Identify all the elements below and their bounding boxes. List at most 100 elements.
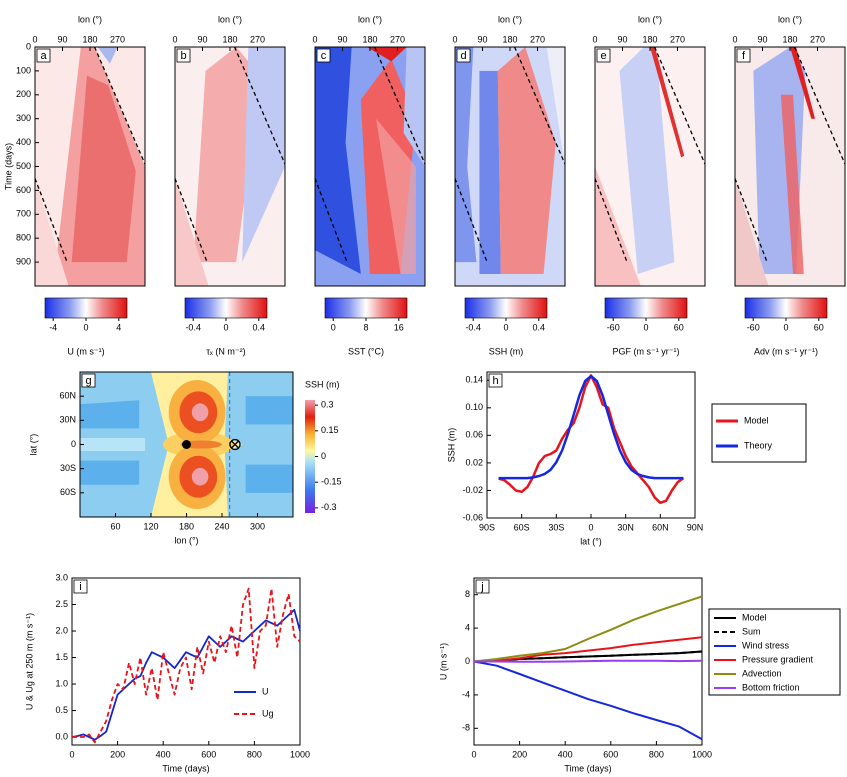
y-tick-label: 2.0 — [55, 625, 68, 635]
field-shade — [366, 47, 407, 62]
y-tick-label: 0 — [71, 439, 76, 449]
legend-label: Ug — [262, 708, 274, 718]
x-tick-label: 90 — [757, 34, 767, 44]
x-tick-label: 120 — [143, 521, 158, 531]
x-tick-label: 270 — [390, 34, 405, 44]
colorbar-tick-label: 4 — [116, 322, 121, 332]
y-axis-label: SSH (m) — [446, 428, 456, 463]
x-tick-label: 800 — [649, 749, 664, 759]
field-shade — [80, 438, 146, 451]
y-axis-label: Time (days) — [3, 143, 13, 190]
x-tick-label: 0 — [312, 34, 317, 44]
colorbar-tick-label: 0.3 — [321, 400, 334, 410]
x-tick-label: 180 — [502, 34, 517, 44]
colorbar-label: Adv (m s⁻¹ yr⁻¹) — [754, 346, 818, 356]
y-tick-label: 1.0 — [55, 678, 68, 688]
field-shade — [619, 47, 675, 275]
y-tick-label: 300 — [16, 113, 31, 123]
legend-box — [708, 608, 841, 696]
x-tick-label: 0 — [452, 34, 457, 44]
colorbar-tick-label: -0.4 — [465, 322, 481, 332]
marker-cross — [229, 438, 241, 451]
panel-label-box — [736, 48, 751, 63]
colorbar-label: SST (°C) — [348, 346, 384, 356]
marker-dot — [182, 440, 191, 449]
x-axis-label: lon (°) — [778, 14, 802, 24]
y-tick-label: 30N — [59, 415, 76, 425]
panel-label: g — [85, 375, 91, 387]
colorbar — [184, 297, 268, 319]
x-tick-label: 0 — [732, 34, 737, 44]
colorbar-tick-label: -0.3 — [321, 502, 337, 512]
x-axis-label: lon (°) — [218, 14, 242, 24]
field-shade — [546, 47, 565, 167]
colorbar-tick-label: 60 — [814, 322, 824, 332]
y-tick-label: 0.06 — [465, 430, 483, 440]
panel-label: i — [79, 581, 81, 593]
panel-label: j — [480, 581, 483, 593]
y-tick-label: 30S — [60, 463, 76, 473]
y-tick-label: -4 — [462, 689, 470, 699]
x-tick-label: 240 — [214, 521, 229, 531]
panel-label: e — [600, 50, 606, 62]
panel-label: h — [492, 375, 498, 387]
panel-label-box — [596, 48, 611, 63]
x-tick-label: 270 — [670, 34, 685, 44]
x-tick-label: 0 — [471, 749, 476, 759]
guide-line — [594, 178, 628, 263]
guide-line — [454, 178, 488, 263]
x-axis-label: lon (°) — [174, 535, 198, 545]
colorbar-tick-label: 60 — [674, 322, 684, 332]
colorbar-tick-label: 0 — [643, 322, 648, 332]
y-tick-label: 8 — [465, 589, 470, 599]
colorbar-tick-label: 0 — [503, 322, 508, 332]
x-tick-label: 270 — [530, 34, 545, 44]
guide-line — [34, 178, 68, 263]
y-axis-label: lat (°) — [28, 434, 38, 456]
x-tick-label: 400 — [558, 749, 573, 759]
colorbar-label: SSH (m) — [489, 346, 524, 356]
y-axis-label: U (m s⁻¹) — [438, 643, 448, 680]
y-tick-label: 0 — [465, 656, 470, 666]
x-tick-label: 180 — [642, 34, 657, 44]
y-tick-label: 800 — [16, 233, 31, 243]
legend-label: Theory — [744, 440, 773, 450]
guide-line — [513, 46, 566, 165]
x-tick-label: 0 — [172, 34, 177, 44]
y-tick-label: 0.14 — [465, 375, 483, 385]
colorbar — [744, 297, 828, 319]
y-tick-label: 0 — [26, 41, 31, 51]
x-tick-label: 600 — [603, 749, 618, 759]
field-shade — [35, 178, 69, 286]
y-tick-label: -0.06 — [462, 512, 483, 522]
y-tick-label: 60S — [60, 487, 76, 497]
y-tick-label: 0.5 — [55, 705, 68, 715]
legend-label: Sum — [742, 626, 761, 636]
x-tick-label: 180 — [782, 34, 797, 44]
legend-label: Model — [742, 612, 767, 622]
x-axis-label: lon (°) — [638, 14, 662, 24]
field-shade — [193, 47, 261, 263]
colorbar-tick-label: 0 — [783, 322, 788, 332]
y-axis-label: U & Ug at 250 m (m s⁻¹) — [24, 613, 34, 710]
y-tick-label: 900 — [16, 256, 31, 266]
x-tick-label: 60S — [514, 522, 530, 532]
legend-label: Wind stress — [742, 640, 790, 650]
colorbar-tick-label: 0 — [321, 451, 326, 461]
colorbar — [305, 400, 315, 513]
field-shade — [455, 47, 477, 263]
field-shade — [71, 75, 136, 263]
y-tick-label: 700 — [16, 209, 31, 219]
series-line — [498, 374, 684, 480]
field-shade — [790, 47, 816, 119]
colorbar — [324, 297, 408, 319]
field-shade — [595, 166, 641, 286]
marker-cross — [231, 440, 239, 449]
colorbar-tick-label: 0.4 — [533, 322, 546, 332]
field-shade — [180, 440, 223, 449]
field-shade — [80, 400, 140, 429]
series-line — [473, 595, 703, 663]
x-tick-label: 0 — [588, 522, 593, 532]
field-shade — [242, 47, 285, 263]
panel-label: a — [40, 50, 47, 62]
